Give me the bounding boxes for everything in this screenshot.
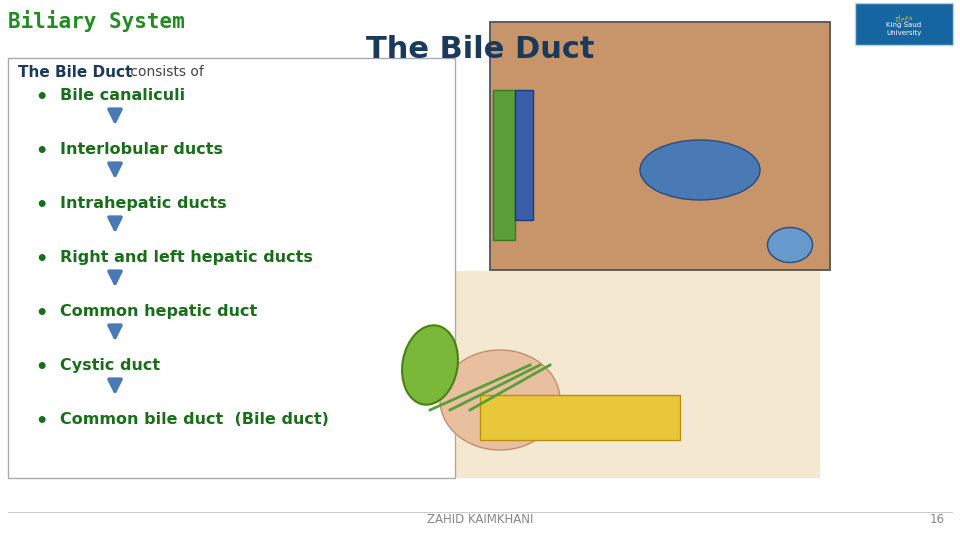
Text: •: •: [36, 358, 48, 377]
Bar: [490, 22, 830, 270]
Text: Cystic duct: Cystic duct: [60, 358, 160, 373]
Text: Bile canaliculi: Bile canaliculi: [60, 88, 185, 103]
Bar: [480, 395, 680, 440]
Text: The Bile Duct: The Bile Duct: [18, 65, 132, 80]
Ellipse shape: [767, 227, 812, 262]
Text: •: •: [36, 196, 48, 215]
Text: Intrahepatic ducts: Intrahepatic ducts: [60, 196, 227, 211]
Bar: [515, 90, 533, 220]
Text: ZAHID KAIMKHANI: ZAHID KAIMKHANI: [427, 513, 533, 526]
Text: •: •: [36, 88, 48, 107]
Text: Biliary System: Biliary System: [8, 10, 184, 32]
Bar: [855, 3, 953, 45]
Text: Common bile duct  (Bile duct): Common bile duct (Bile duct): [60, 412, 329, 427]
Text: •: •: [36, 304, 48, 323]
Bar: [493, 90, 515, 240]
Ellipse shape: [640, 140, 760, 200]
Text: Common hepatic duct: Common hepatic duct: [60, 304, 257, 319]
Ellipse shape: [440, 350, 560, 450]
Text: جامعة: جامعة: [895, 16, 913, 23]
Text: •: •: [36, 412, 48, 431]
Text: The Bile Duct: The Bile Duct: [366, 35, 594, 64]
Bar: [8, 58, 455, 478]
Ellipse shape: [402, 325, 458, 404]
Text: 16: 16: [930, 513, 945, 526]
Text: consists of: consists of: [126, 65, 204, 79]
Bar: [305, 271, 820, 478]
Text: King Saud
University: King Saud University: [886, 23, 922, 36]
Text: Interlobular ducts: Interlobular ducts: [60, 142, 223, 157]
Bar: [490, 22, 830, 270]
Text: •: •: [36, 250, 48, 269]
Text: •: •: [36, 142, 48, 161]
Text: Right and left hepatic ducts: Right and left hepatic ducts: [60, 250, 313, 265]
